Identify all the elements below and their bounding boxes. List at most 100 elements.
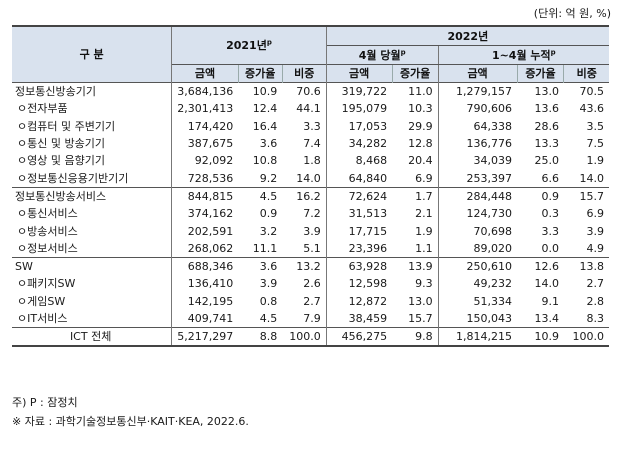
row-label: 정보통신방송서비스 [12, 186, 173, 206]
cell-amount-april: 456,275 [326, 327, 393, 348]
cell-share-cumulative: 3.9 [586, 224, 605, 238]
cell-share-2021: 2.6 [282, 275, 327, 293]
row-label: SW [12, 256, 173, 276]
cell-amount-april: 31,513 [348, 207, 388, 221]
cell-share-2021: 7.2 [282, 205, 327, 223]
cell-share-2021: 70.6 [282, 82, 327, 101]
cell-amount-cumulative: 34,039 [473, 154, 513, 168]
cell-amount-april: 63,928 [326, 256, 393, 276]
footnotes: 주) P : 잠정치 ※ 자료 : 과학기술정보통신부·KAIT·KEA, 20… [12, 393, 249, 431]
cell-growth-cumulative: 13.4 [534, 312, 559, 325]
year-2021-header: 2021년p [171, 25, 327, 65]
cell-amount-april: 195,079 [341, 102, 388, 116]
cell-share-cumulative: 70.5 [563, 82, 609, 101]
cell-growth-2021: 3.9 [259, 277, 278, 291]
cell-growth-april: 15.7 [392, 309, 439, 328]
cell-growth-april: 11.0 [392, 82, 439, 101]
cell-amount-april: 64,840 [348, 171, 388, 185]
cell-growth-april: 13.9 [392, 256, 439, 276]
cell-growth-2021: 0.9 [259, 207, 278, 221]
cell-growth-april: 1.7 [392, 186, 439, 206]
row-label: ㅇ게임SW [12, 292, 173, 310]
cell-share-cumulative: 13.8 [563, 256, 609, 276]
cell-share-2021: 1.8 [282, 152, 327, 170]
cell-share-2021: 2.7 [282, 292, 327, 310]
share-header-2021: 비중 [281, 64, 327, 83]
table-row: ㅇ게임SW 142,195 0.8 2.7 12,872 13.0 51,334 9.1 2.8 [12, 292, 609, 310]
cell-amount-2021: 688,346 [171, 256, 239, 276]
cell-amount-2021: 374,162 [187, 207, 234, 221]
year-2022-header: 2022년 [326, 25, 609, 46]
cell-growth-2021: 10.9 [238, 82, 283, 101]
cell-amount-2021: 136,410 [187, 277, 234, 291]
cell-amount-2021: 844,815 [171, 186, 239, 206]
cell-share-2021: 7.9 [282, 309, 327, 328]
unit-note: (단위: 억 원, %) [533, 7, 611, 20]
cell-amount-april: 8,468 [355, 154, 388, 168]
table-row: ㅇ통신 및 방송기기 387,675 3.6 7.4 34,282 12.8 136,776… [12, 134, 609, 153]
cell-share-cumulative: 14.0 [579, 171, 605, 185]
cell-amount-cumulative: 790,606 [466, 102, 513, 116]
cell-share-cumulative: 3.5 [586, 119, 605, 133]
row-label: ICT 전체 [12, 327, 173, 348]
cell-amount-2021: 728,536 [187, 171, 234, 185]
cell-share-cumulative: 4.9 [586, 241, 605, 255]
cell-share-cumulative: 100.0 [563, 327, 609, 348]
growth-header-cumulative: 증가율 [516, 64, 564, 83]
cell-amount-april: 319,722 [326, 82, 393, 101]
ict-export-table: 구 분 2021년p 2022년 4월 당월p 1~4월 누적p 금액 증가율 … [12, 25, 609, 348]
row-label: 정보통신방송기기 [12, 82, 173, 101]
cell-growth-2021: 9.2 [259, 171, 278, 185]
table-row: ㅇ정보서비스 268,062 11.1 5.1 23,396 1.1 89,020 0.0 4.… [12, 239, 609, 258]
cell-share-2021: 3.9 [282, 222, 327, 240]
row-label: ㅇ패키지SW [12, 275, 173, 293]
cell-amount-april: 38,459 [348, 312, 388, 325]
table-row: ㅇ전자부품 2,301,413 12.4 44.1 195,079 10.3 790,606… [12, 100, 609, 118]
cell-amount-april: 72,624 [326, 186, 393, 206]
share-header-cumulative: 비중 [563, 64, 609, 83]
cell-growth-april: 13.0 [392, 292, 439, 310]
table-body: 정보통신방송기기 3,684,136 10.9 70.6 319,722 11.0 1,27… [12, 82, 609, 348]
cell-growth-april: 9.3 [392, 275, 439, 293]
cell-growth-cumulative: 0.9 [517, 186, 564, 206]
cell-share-2021: 16.2 [282, 186, 327, 206]
cell-growth-cumulative: 28.6 [534, 119, 559, 133]
cell-growth-cumulative: 6.6 [541, 171, 559, 185]
table-row: ㅇ패키지SW 136,410 3.9 2.6 12,598 9.3 49,232 14.0 2.… [12, 275, 609, 293]
cell-growth-april: 29.9 [392, 117, 439, 135]
table-row: 정보통신방송기기 3,684,136 10.9 70.6 319,722 11.0 1,27… [12, 82, 609, 101]
cell-growth-cumulative: 13.0 [517, 82, 564, 101]
april-month-header: 4월 당월p [326, 45, 439, 65]
cell-growth-april: 6.9 [392, 169, 439, 188]
cell-growth-cumulative: 10.9 [517, 327, 564, 348]
cell-growth-cumulative: 12.6 [517, 256, 564, 276]
note-source: ※ 자료 : 과학기술정보통신부·KAIT·KEA, 2022.6. [12, 415, 249, 428]
cell-growth-april: 10.3 [392, 100, 439, 118]
cell-growth-2021: 16.4 [252, 119, 278, 133]
cell-amount-cumulative: 70,698 [473, 224, 513, 238]
cell-growth-2021: 4.5 [238, 186, 283, 206]
cell-growth-cumulative: 3.3 [541, 224, 559, 238]
cell-amount-cumulative: 64,338 [473, 119, 513, 133]
cell-growth-cumulative: 13.6 [534, 102, 559, 116]
cell-amount-2021: 3,684,136 [171, 82, 239, 101]
table-row: ㅇ방송서비스 202,591 3.2 3.9 17,715 1.9 70,698 3.3 3.9 [12, 222, 609, 240]
row-label: ㅇ영상 및 음향기기 [12, 152, 173, 170]
cell-growth-2021: 12.4 [252, 102, 278, 116]
cell-growth-2021: 10.8 [252, 154, 278, 168]
row-label: ㅇ정보서비스 [12, 239, 173, 258]
row-label: ㅇ방송서비스 [12, 222, 173, 240]
cell-growth-cumulative: 0.3 [541, 207, 559, 221]
cell-share-2021: 3.3 [282, 117, 327, 135]
cell-amount-2021: 142,195 [187, 294, 234, 308]
growth-header-april: 증가율 [391, 64, 439, 83]
table-row: 정보통신방송서비스 844,815 4.5 16.2 72,624 1.7 284,448 0… [12, 186, 609, 206]
table-row: ㅇIT서비스 409,741 4.5 7.9 38,459 15.7 150,043 13.4… [12, 309, 609, 328]
cell-share-cumulative: 15.7 [563, 186, 609, 206]
amount-header-2021: 금액 [171, 64, 239, 83]
table-row: SW 688,346 3.6 13.2 63,928 13.9 250,610 12.6 13.… [12, 256, 609, 276]
cell-share-2021: 100.0 [282, 327, 327, 348]
cell-amount-cumulative: 89,020 [473, 241, 513, 255]
cell-share-2021: 7.4 [282, 134, 327, 153]
cell-growth-cumulative: 25.0 [534, 154, 559, 168]
